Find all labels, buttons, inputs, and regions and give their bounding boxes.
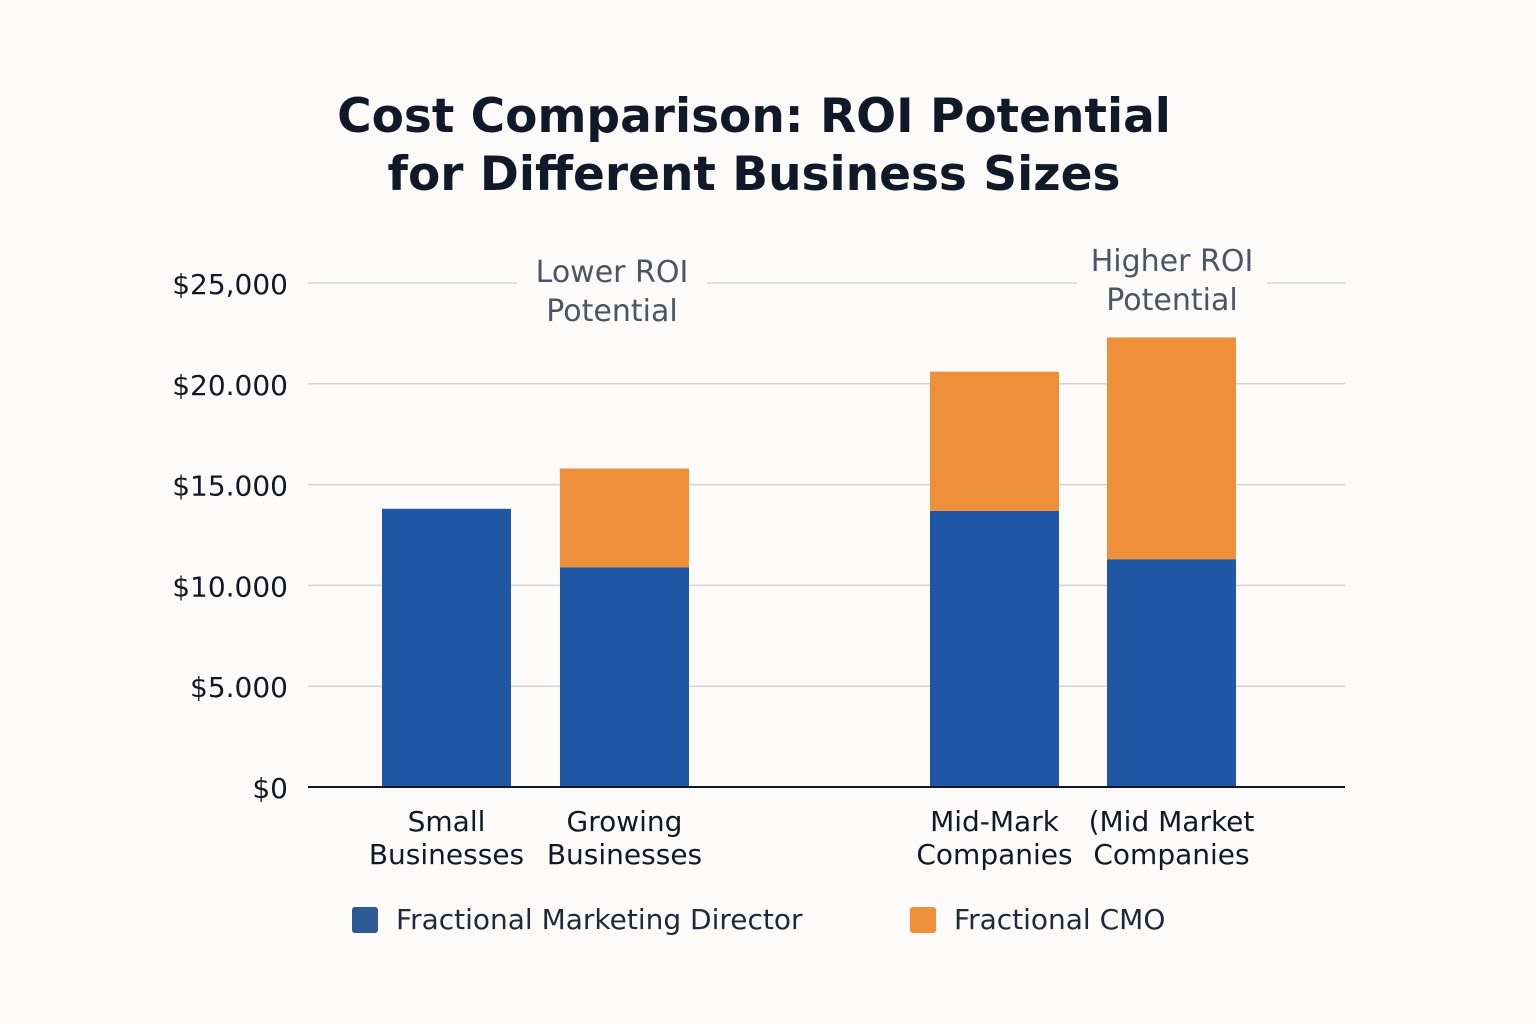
legend-swatch-director bbox=[352, 906, 378, 933]
x-tick-label: Companies bbox=[1093, 838, 1249, 871]
bar-director bbox=[560, 567, 689, 787]
bar-cmo bbox=[1107, 337, 1236, 560]
y-tick-label: $10.000 bbox=[172, 570, 288, 603]
roi-annotation: Potential bbox=[546, 294, 677, 329]
x-tick-label: Mid-Mark bbox=[930, 805, 1060, 838]
chart-title: Cost Comparison: ROI Potential for Diffe… bbox=[0, 88, 1508, 204]
roi-annotation: Potential bbox=[1106, 283, 1237, 318]
title-line-2: for Different Business Sizes bbox=[387, 147, 1121, 202]
bar-cmo bbox=[930, 371, 1059, 511]
y-tick-label: $25,000 bbox=[172, 268, 288, 301]
title-line-1: Cost Comparison: ROI Potential bbox=[337, 89, 1171, 144]
legend-label: Fractional CMO bbox=[954, 903, 1166, 936]
x-tick-label: Businesses bbox=[547, 838, 702, 871]
annotation-background bbox=[517, 252, 707, 334]
annotation-background bbox=[1077, 241, 1267, 323]
y-tick-label: $15.000 bbox=[172, 470, 288, 503]
y-tick-label: $5.000 bbox=[190, 671, 288, 704]
x-tick-label: Businesses bbox=[369, 838, 524, 871]
legend-item-cmo: Fractional CMO bbox=[910, 903, 1165, 936]
bar-cmo bbox=[560, 468, 689, 568]
x-tick-label: Companies bbox=[916, 838, 1072, 871]
legend-item-director: Fractional Marketing Director bbox=[352, 903, 803, 936]
bar-director bbox=[1107, 559, 1236, 787]
legend-swatch-cmo bbox=[910, 906, 936, 933]
roi-annotation: Lower ROI bbox=[536, 255, 689, 290]
legend-label: Fractional Marketing Director bbox=[396, 903, 803, 936]
y-tick-label: $20.000 bbox=[172, 369, 288, 402]
bar-director bbox=[382, 508, 511, 787]
bar-director bbox=[930, 510, 1059, 787]
y-tick-label: $0 bbox=[252, 772, 288, 805]
roi-annotation: Higher ROI bbox=[1091, 244, 1254, 279]
x-tick-label: Small bbox=[408, 805, 486, 838]
x-tick-label: Growing bbox=[567, 805, 683, 838]
x-tick-label: (Mid Market bbox=[1089, 805, 1255, 838]
